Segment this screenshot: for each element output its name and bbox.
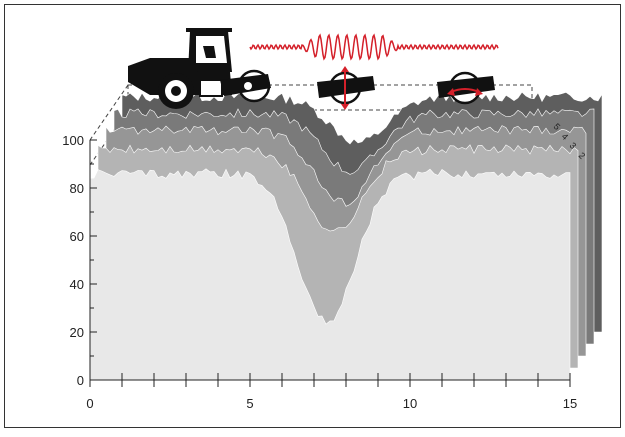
- layer-labels: 5 4 3 2: [552, 121, 588, 161]
- layer-label-5: 5: [552, 121, 563, 132]
- figure-border: [4, 4, 621, 428]
- layer-label-2: 2: [577, 150, 588, 161]
- roller-machine-icon: [128, 28, 232, 109]
- y-tick-label: 0: [77, 373, 84, 388]
- y-axis: 100 80 60 40 20 0: [62, 133, 97, 388]
- operator-seat: [203, 46, 216, 58]
- y-tick-label: 60: [70, 229, 84, 244]
- soil-layers: [89, 91, 603, 381]
- layer-label-4: 4: [560, 131, 571, 142]
- y-tick-label: 40: [70, 277, 84, 292]
- x-tick-label: 15: [563, 396, 577, 411]
- y-tick-label: 20: [70, 325, 84, 340]
- oscillation-icon: [437, 71, 495, 105]
- drum-icon: [220, 69, 271, 103]
- y-tick-label: 100: [62, 133, 84, 148]
- x-tick-label: 0: [86, 396, 93, 411]
- x-tick-label: 10: [403, 396, 417, 411]
- vertical-vibration-icon: [317, 66, 375, 110]
- soil-layer-1: [89, 168, 571, 381]
- cab-roof: [186, 28, 232, 32]
- x-tick-label: 5: [246, 396, 253, 411]
- rear-wheel-hub: [171, 86, 181, 96]
- vibration-wave: [249, 33, 499, 61]
- y-tick-label: 80: [70, 181, 84, 196]
- x-axis: 0 5 10 15: [86, 373, 577, 411]
- layer-label-3: 3: [568, 140, 579, 151]
- front-frame: [199, 79, 223, 97]
